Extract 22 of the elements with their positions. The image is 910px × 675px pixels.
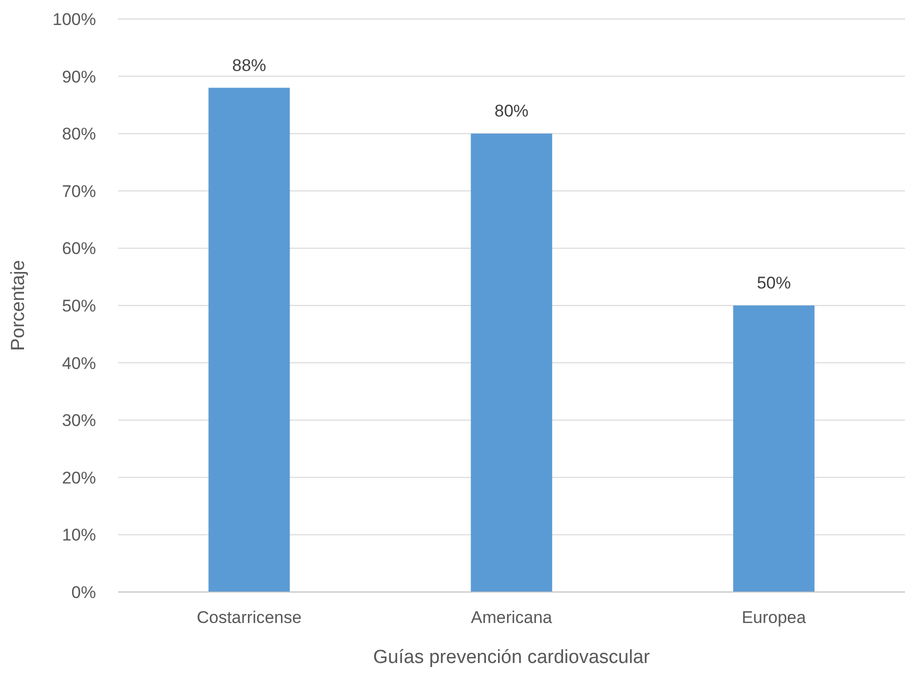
y-tick-label: 10% xyxy=(62,526,96,545)
y-tick-label: 80% xyxy=(62,124,96,144)
x-tick-label: Costarricense xyxy=(196,608,302,627)
bar xyxy=(470,134,552,592)
data-label: 80% xyxy=(494,102,529,121)
y-tick-label: 20% xyxy=(62,468,96,488)
x-axis-title: Guías prevención cardiovascular xyxy=(373,647,651,668)
y-tick-label: 60% xyxy=(62,239,96,258)
bar xyxy=(208,88,290,592)
data-label: 88% xyxy=(232,56,266,75)
data-label: 50% xyxy=(756,274,791,292)
y-tick-label: 50% xyxy=(62,296,96,316)
y-tick-label: 70% xyxy=(62,182,96,201)
y-axis-title: Porcentaje xyxy=(8,260,29,351)
x-tick-label: Americana xyxy=(470,608,553,627)
y-tick-label: 30% xyxy=(62,411,96,430)
y-tick-label: 40% xyxy=(62,354,96,373)
x-tick-label: Europea xyxy=(742,608,807,627)
y-tick-label: 100% xyxy=(52,10,96,29)
y-tick-label: 0% xyxy=(71,582,96,602)
bar xyxy=(733,306,814,592)
y-tick-label: 90% xyxy=(62,67,96,86)
